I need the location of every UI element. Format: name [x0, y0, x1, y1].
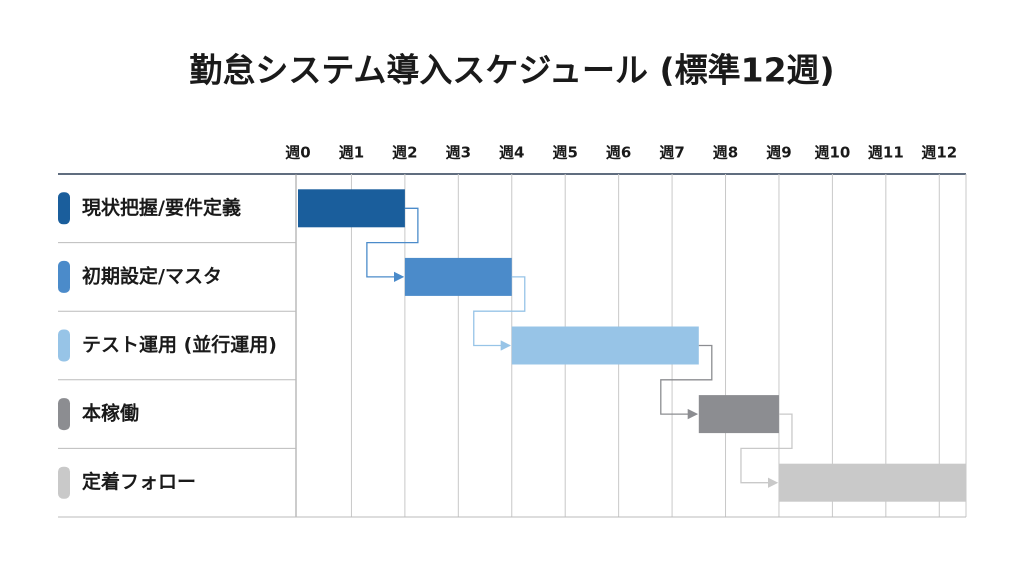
- x-tick-label: 週0: [285, 144, 310, 162]
- task-bar: [778, 463, 966, 502]
- x-tick-label: 週10: [814, 144, 850, 162]
- x-tick-label: 週11: [868, 144, 904, 162]
- task-label: 初期設定/マスタ: [82, 264, 222, 287]
- x-tick-label: 週1: [339, 144, 364, 162]
- x-tick-label: 週7: [659, 144, 684, 162]
- x-tick-label: 週4: [499, 144, 524, 162]
- task-label: 定着フォロー: [82, 470, 196, 493]
- x-tick-label: 週8: [713, 144, 738, 162]
- dependency-arrow: [740, 413, 793, 488]
- row-badge: [58, 398, 70, 431]
- x-tick-label: 週9: [766, 144, 791, 162]
- row-badge: [58, 192, 70, 225]
- dependency-arrow: [473, 276, 526, 351]
- task-bar: [404, 257, 512, 296]
- dependency-arrow: [366, 207, 419, 283]
- task-label: テスト運用 (並行運用): [82, 333, 277, 356]
- x-tick-label: 週2: [392, 144, 417, 162]
- task-bar: [298, 189, 405, 228]
- x-tick-label: 週3: [446, 144, 471, 162]
- x-tick-label: 週6: [606, 144, 631, 162]
- row-badge: [58, 466, 70, 499]
- x-tick-label: 週5: [552, 144, 577, 162]
- task-bar: [698, 395, 779, 434]
- x-tick-label: 週12: [921, 144, 957, 162]
- row-badge: [58, 329, 70, 362]
- dependency-arrow: [660, 344, 713, 420]
- task-label: 現状把握/要件定義: [82, 196, 241, 219]
- task-label: 本稼働: [82, 402, 139, 425]
- row-badge: [58, 260, 70, 293]
- chart-title: 勤怠システム導入スケジュール (標準12週): [189, 51, 834, 90]
- task-bar: [511, 326, 699, 365]
